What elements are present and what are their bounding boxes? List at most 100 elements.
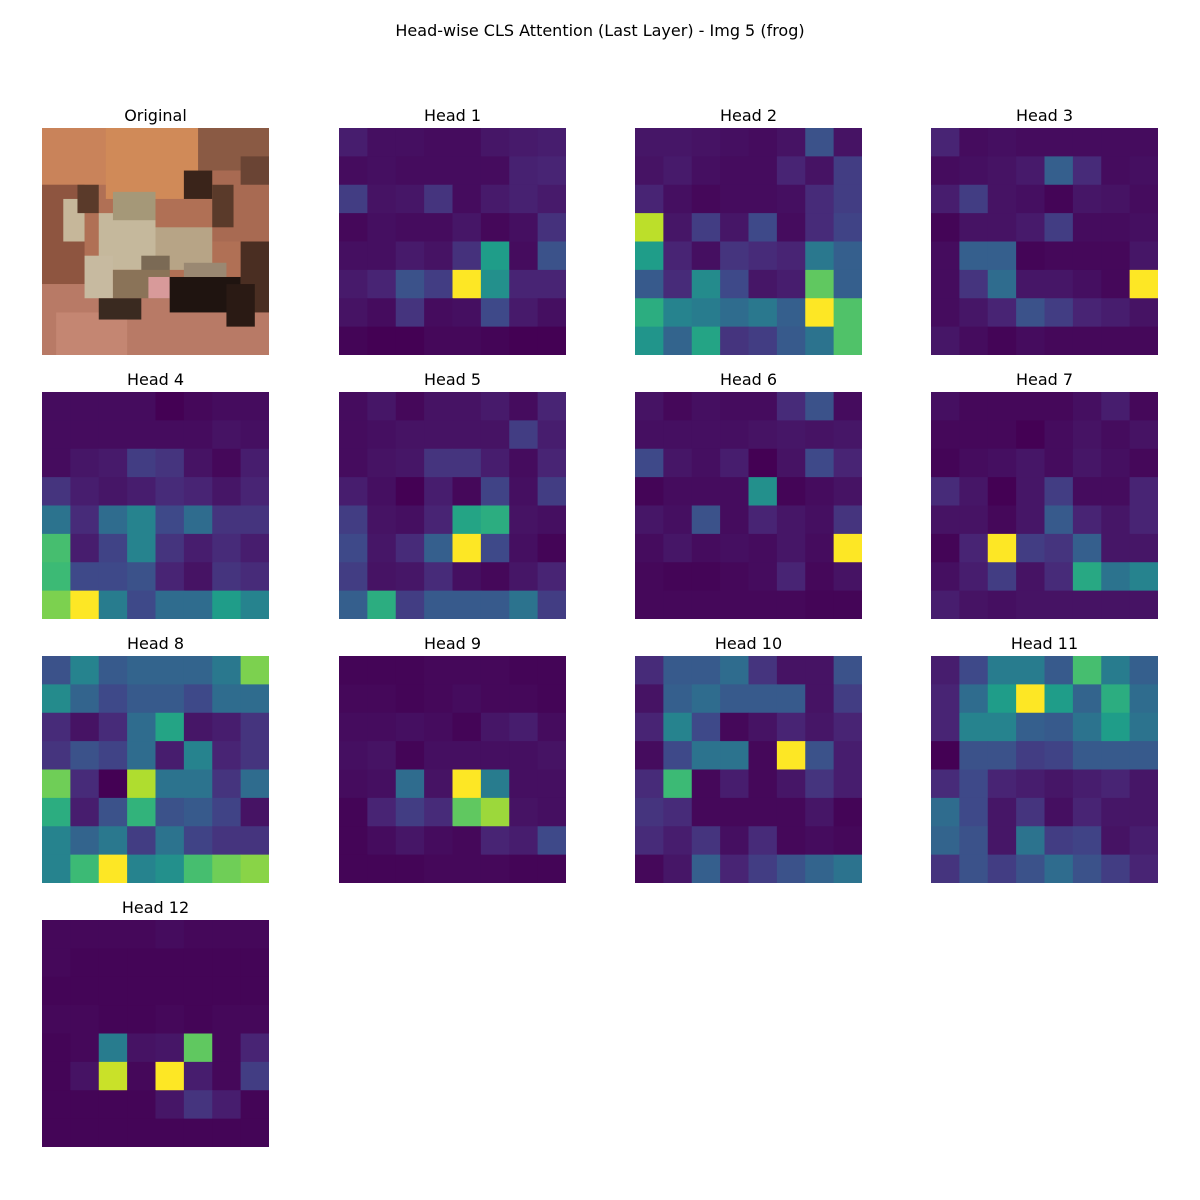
heatmap-cell [776,156,806,186]
heatmap-cell [367,712,397,742]
heatmap-cell [663,826,693,856]
heatmap-cell [1044,184,1074,214]
heatmap-cell [367,241,397,271]
heatmap-cell [776,392,806,421]
heatmap-cell [339,448,368,478]
heatmap-cell [240,656,269,685]
heatmap-cell [537,298,566,328]
heatmap-cell [959,213,989,243]
heatmap-cell [959,684,989,714]
heatmap-cell [931,684,960,714]
heatmap-cell [509,533,539,563]
heatmap-cell [833,241,862,271]
heatmap-cell [240,477,269,507]
heatmap-cell [635,684,664,714]
heatmap-cell [931,590,960,619]
heatmap-cell [691,477,721,507]
heatmap-cell [70,797,100,827]
heatmap-cell [98,1118,128,1147]
heatmap-cell [70,826,100,856]
heatmap-cell [805,420,835,450]
heatmap-cell [987,156,1017,186]
heatmap-cell [1072,769,1102,799]
heatmap-cell [537,826,566,856]
heatmap-cell [240,420,269,450]
head-title: Head 7 [1015,370,1074,389]
head-title: Head 4 [126,370,185,389]
heatmap-cell [452,590,482,619]
heatmap-cell [1101,420,1131,450]
heatmap-cell [720,562,750,592]
heatmap-cell [240,741,269,771]
heatmap-cell [452,562,482,592]
heatmap-cell [212,1005,242,1035]
heatmap-cell [155,854,185,883]
heatmap-cell [1129,298,1158,328]
heatmap-cell [155,741,185,771]
heatmap-cell [537,684,566,714]
heatmap-cell [339,684,368,714]
heatmap-cell [833,797,862,827]
heatmap-cell [395,213,425,243]
heatmap-cell [367,562,397,592]
heatmap-cell [1016,213,1046,243]
heatmap-cell [98,505,128,535]
heatmap-cell [691,128,721,157]
heatmap-cell [635,156,664,186]
heatmap-cell [395,392,425,421]
heatmap-cell [776,797,806,827]
heatmap-cell [833,826,862,856]
heatmap-cell [635,298,664,328]
heatmap-cell [1129,241,1158,271]
heatmap-cell [424,269,454,299]
heatmap-cell [1072,156,1102,186]
heatmap-cell [339,298,368,328]
heatmap-cell [424,241,454,271]
heatmap-cell [183,448,213,478]
heatmap-cell [805,505,835,535]
heatmap-cell [1044,269,1074,299]
heatmap-cell [395,505,425,535]
heatmap-cell [1072,656,1102,685]
heatmap-cell [480,826,510,856]
heatmap-cell [833,590,862,619]
heatmap-cell [537,533,566,563]
heatmap-cell [395,241,425,271]
heatmap-cell [833,420,862,450]
heatmap-cell [1101,562,1131,592]
heatmap-cell [635,269,664,299]
heatmap-cell [748,562,778,592]
heatmap-cell [42,533,71,563]
heatmap-cell [1072,562,1102,592]
heatmap-cell [98,420,128,450]
heatmap-cell [183,797,213,827]
heatmap-cell [155,1005,185,1035]
heatmap-cell [1101,797,1131,827]
heatmap-cell [833,298,862,328]
heatmap-cell [155,712,185,742]
heatmap-cell [42,684,71,714]
heatmap-cell [1101,505,1131,535]
heatmap-cell [720,684,750,714]
heatmap-cell [339,590,368,619]
heatmap-cell [395,590,425,619]
head-panel: Head 6 [635,370,862,619]
heatmap-cell [212,392,242,421]
heatmap-cell [98,1033,128,1063]
heatmap-cell [42,1061,71,1091]
heatmap-cell [1016,448,1046,478]
head-title: Head 10 [714,634,783,653]
heatmap-cell [833,854,862,883]
heatmap-cell [931,712,960,742]
heatmap-cell [720,392,750,421]
heatmap-cell [776,128,806,157]
heatmap-cell [776,854,806,883]
heatmap-cell [212,1090,242,1120]
heatmap-cell [367,826,397,856]
heatmap-cell [42,797,71,827]
heatmap-cell [240,1118,269,1147]
head-heatmap [931,656,1158,883]
heatmap-cell [509,826,539,856]
heatmap-cell [1016,533,1046,563]
heatmap-cell [339,184,368,214]
